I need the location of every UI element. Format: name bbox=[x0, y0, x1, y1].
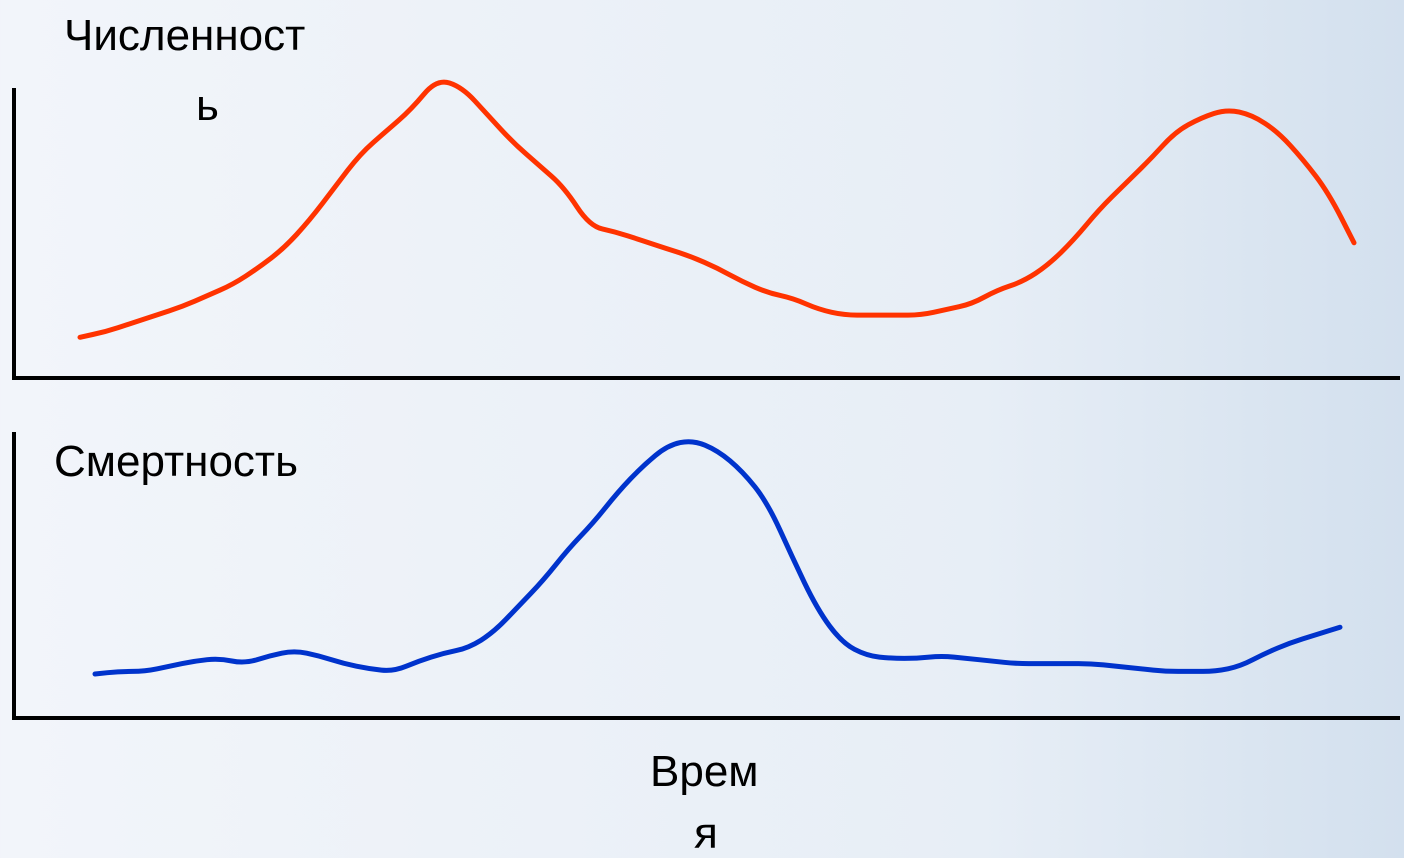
population-axis-label-part2: ь bbox=[196, 81, 219, 130]
population-line bbox=[77, 79, 1357, 340]
mortality-line bbox=[92, 439, 1343, 677]
population-axis-label-part1: Численност bbox=[64, 11, 306, 60]
mortality-axis-label: Смертность bbox=[54, 437, 298, 486]
time-axis-label-part1: Врем bbox=[650, 747, 759, 796]
